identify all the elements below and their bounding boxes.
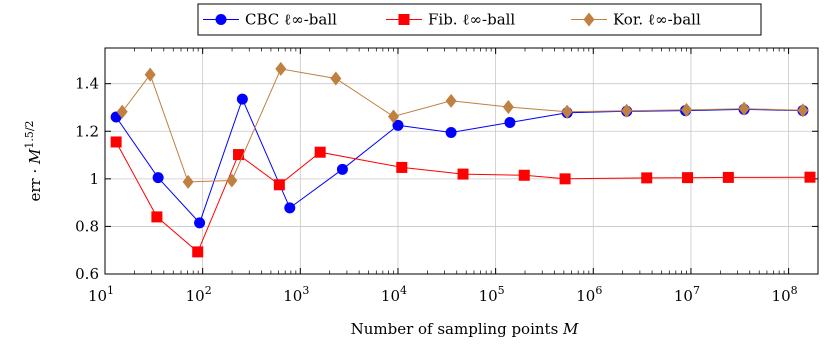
y-axis-label: err · M1.5/2 [23, 120, 44, 201]
data-point [226, 173, 238, 188]
data-point [583, 12, 595, 27]
data-point [388, 109, 400, 124]
data-point [152, 172, 164, 184]
data-point [518, 169, 530, 181]
data-point [215, 14, 227, 25]
data-point [680, 102, 692, 117]
x-axis-label: Number of sampling points M [351, 320, 579, 338]
series-diamond [116, 61, 809, 189]
data-point [284, 202, 296, 214]
data-point [445, 126, 457, 138]
x-tick-label: 101 [88, 284, 114, 305]
y-tick-label: 1.2 [75, 122, 99, 140]
data-point [804, 171, 816, 183]
data-point [396, 161, 408, 173]
y-tick-label: 1 [89, 170, 99, 188]
series-line [115, 97, 803, 224]
data-point [275, 61, 287, 76]
x-tick-label: 105 [479, 284, 505, 305]
data-point [502, 99, 514, 114]
data-point [314, 146, 326, 158]
series-square [110, 136, 816, 258]
x-tick-label: 102 [186, 284, 212, 305]
data-point [330, 71, 342, 86]
legend-label: Kor. ℓ∞-ball [613, 11, 701, 29]
svg-text:err · M1.5/2: err · M1.5/2 [23, 120, 44, 201]
data-point [682, 172, 694, 184]
data-point [110, 136, 122, 148]
data-point [233, 149, 245, 161]
data-point [116, 104, 128, 119]
data-point [398, 14, 410, 25]
data-point [559, 173, 571, 185]
data-point [797, 103, 809, 118]
plot-frame [104, 47, 819, 275]
data-point [182, 174, 194, 189]
x-tick-label: 108 [772, 284, 798, 305]
data-point [392, 119, 404, 131]
axes [104, 47, 819, 275]
data-point [641, 172, 653, 184]
legend: CBC ℓ∞-ball Fib. ℓ∞-ball Kor. ℓ∞-ball [197, 3, 762, 36]
x-tick-label: 104 [381, 284, 407, 305]
data-point [192, 246, 204, 258]
legend-label: CBC ℓ∞-ball [245, 11, 337, 29]
data-point [151, 211, 163, 223]
data-point [722, 171, 734, 183]
data-point [457, 168, 469, 180]
data-point [621, 103, 633, 118]
y-tick-label: 1.4 [75, 75, 99, 93]
data-point [194, 217, 206, 229]
data-point [504, 116, 516, 128]
legend-item: CBC ℓ∞-ball [203, 11, 337, 29]
x-tick-label: 106 [576, 284, 602, 305]
data-point [445, 93, 457, 108]
series-line [121, 68, 803, 183]
y-tick-label: 0.8 [75, 217, 99, 235]
series-circle [110, 93, 809, 229]
legend-item: Fib. ℓ∞-ball [386, 11, 515, 29]
tick-labels: 101 102 103 104 105 106 107 108 0.6 0.8 1 1.2 1.4 [75, 75, 798, 305]
y-tick-label: 0.6 [75, 265, 99, 283]
data-point [273, 179, 285, 191]
x-tick-label: 103 [283, 284, 309, 305]
legend-label: Fib. ℓ∞-ball [428, 11, 515, 29]
legend-item: Kor. ℓ∞-ball [571, 11, 701, 29]
x-tick-label: 107 [674, 284, 700, 305]
grid [104, 48, 818, 275]
data-point [236, 93, 248, 105]
data-point [144, 67, 156, 82]
data-point [336, 163, 348, 175]
data-point [561, 104, 573, 119]
data-point [738, 101, 750, 116]
series-line [115, 141, 811, 253]
legend-box [197, 3, 762, 36]
series-layer [110, 61, 816, 258]
